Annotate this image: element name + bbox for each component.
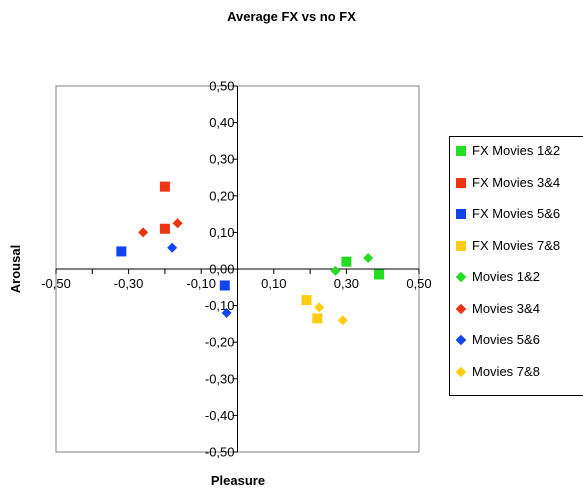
y-tick-label: -0,10 xyxy=(205,298,235,313)
legend-label: FX Movies 5&6 xyxy=(472,206,561,221)
x-tick-label: -0,30 xyxy=(114,276,144,291)
y-tick-label: 0,40 xyxy=(209,115,234,130)
y-tick-label: -0,30 xyxy=(205,371,235,386)
diamond-marker-icon xyxy=(455,334,467,346)
y-tick-label: 0,30 xyxy=(209,152,234,167)
y-tick-label: -0,20 xyxy=(205,335,235,350)
x-axis-title: Pleasure xyxy=(211,473,265,488)
x-tick-label: -0,10 xyxy=(186,276,216,291)
x-tick-label: 0,50 xyxy=(406,276,431,291)
data-point xyxy=(159,181,170,192)
data-point xyxy=(116,246,127,257)
square-marker-icon xyxy=(456,209,466,219)
y-tick-label: 0,10 xyxy=(209,225,234,240)
data-point xyxy=(159,223,170,234)
y-axis-title: Arousal xyxy=(8,245,23,293)
diamond-marker-icon xyxy=(455,303,467,314)
legend-label: FX Movies 3&4 xyxy=(472,174,561,190)
x-tick-label: 0,10 xyxy=(261,276,286,291)
data-point xyxy=(221,307,232,318)
square-marker-icon xyxy=(456,240,466,251)
y-tick-label: -0,40 xyxy=(205,408,235,423)
y-tick-label: 0,20 xyxy=(209,188,234,203)
data-point xyxy=(301,295,312,306)
data-point xyxy=(341,256,352,267)
y-tick-label: -0,50 xyxy=(205,445,235,460)
data-point xyxy=(167,242,178,253)
data-point xyxy=(363,253,374,264)
legend-label: FX Movies 1&2 xyxy=(472,143,561,158)
diamond-marker-icon xyxy=(455,271,467,283)
legend-label: Movies 1&2 xyxy=(472,269,540,284)
legend: FX Movies 1&2 FX Movies 3&4 FX Movies 5&6 F… xyxy=(449,136,583,396)
data-point xyxy=(330,265,341,276)
data-point xyxy=(138,227,149,238)
data-point xyxy=(172,218,183,229)
data-point xyxy=(337,315,348,326)
legend-label: FX Movies 7&8 xyxy=(472,237,561,253)
data-point xyxy=(312,313,323,324)
y-tick-label: 0,50 xyxy=(209,79,234,94)
data-point xyxy=(314,302,325,313)
x-tick-label: -0,50 xyxy=(41,276,71,291)
square-marker-icon xyxy=(456,177,466,188)
x-tick-label: 0,30 xyxy=(334,276,359,291)
data-point xyxy=(374,269,385,280)
legend-label: Movies 5&6 xyxy=(472,332,540,347)
legend-label: Movies 7&8 xyxy=(472,363,540,379)
y-tick-label: 0,00 xyxy=(209,262,234,277)
data-point xyxy=(219,280,230,291)
square-marker-icon xyxy=(456,146,466,156)
chart-title: Average FX vs no FX xyxy=(227,9,356,24)
diamond-marker-icon xyxy=(455,366,467,377)
legend-label: Movies 3&4 xyxy=(472,300,540,316)
